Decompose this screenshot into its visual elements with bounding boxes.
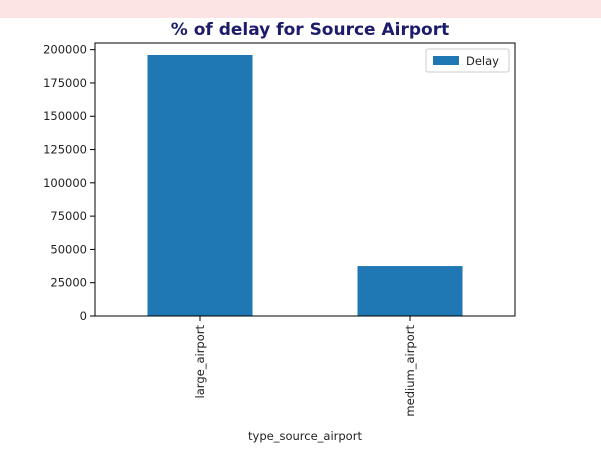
bar-medium-airport bbox=[357, 266, 463, 316]
legend: Delay bbox=[425, 48, 510, 73]
y-tick-label: 25000 bbox=[50, 276, 87, 290]
y-tick-label: 125000 bbox=[43, 143, 87, 157]
y-tick-label: 75000 bbox=[50, 209, 87, 223]
y-tick-label: 50000 bbox=[50, 242, 87, 256]
notebook-output-band bbox=[0, 0, 601, 18]
x-tick-label-medium-airport: medium_airport bbox=[403, 325, 417, 417]
x-axis-label: type_source_airport bbox=[248, 429, 362, 443]
chart-title: % of delay for Source Airport bbox=[171, 20, 449, 40]
y-tick-label: 200000 bbox=[43, 43, 87, 57]
legend-label-delay: Delay bbox=[466, 54, 499, 68]
legend-swatch-delay bbox=[433, 56, 459, 65]
bars-group bbox=[147, 54, 463, 317]
y-axis: 0 25000 50000 75000 100000 125000 150000 175000… bbox=[43, 43, 95, 323]
x-axis: large_airport medium_airport bbox=[193, 316, 417, 417]
bar-large-airport bbox=[147, 54, 253, 317]
y-tick-label: 175000 bbox=[43, 76, 87, 90]
y-tick-label: 0 bbox=[80, 309, 87, 323]
y-tick-label: 100000 bbox=[43, 176, 87, 190]
plot-frame bbox=[94, 42, 516, 317]
x-tick-label-large-airport: large_airport bbox=[193, 325, 207, 399]
y-tick-label: 150000 bbox=[43, 109, 87, 123]
legend-box bbox=[425, 48, 510, 73]
